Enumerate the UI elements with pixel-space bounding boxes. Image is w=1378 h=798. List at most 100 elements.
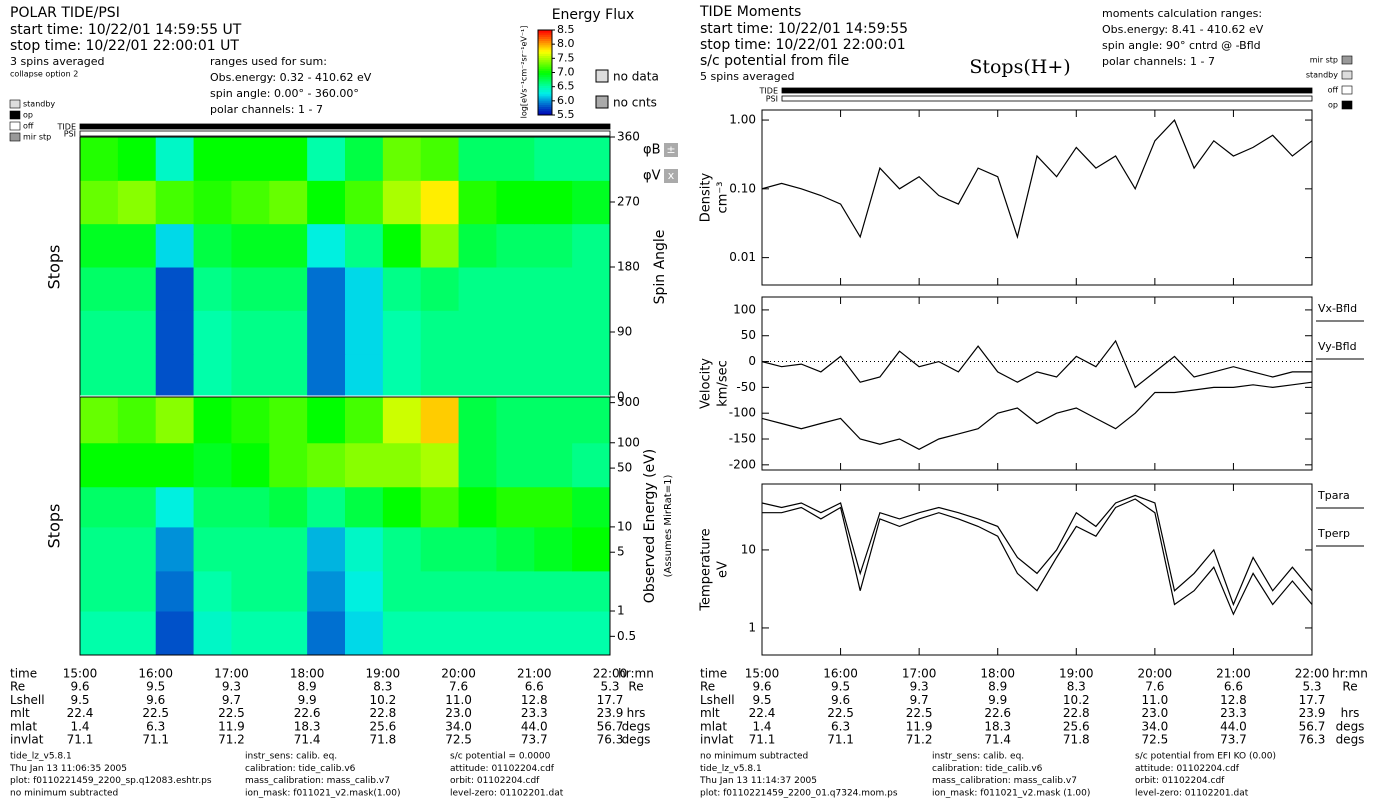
y-tick-label: 0 (748, 354, 756, 368)
x-tick-label: 16:00 (823, 667, 858, 681)
ephemeris-value: 7.6 (1145, 680, 1164, 694)
ephemeris-label: mlat (700, 719, 727, 733)
heatmap-cell (193, 137, 232, 181)
heatmap-cell (80, 570, 119, 612)
footer-line: mass_calibration: mass_calib.v7 (932, 776, 1077, 786)
ephemeris-value: 71.8 (1063, 733, 1090, 747)
colorbar-slice (538, 34, 552, 37)
heatmap-cell (534, 397, 573, 444)
y-tick-label: 360 (617, 130, 640, 144)
ephemeris-label: invlat (700, 733, 734, 747)
colorbar-slice (538, 76, 552, 80)
ephemeris-value: 23.9 (1299, 706, 1326, 720)
heatmap-cell (117, 526, 157, 572)
colorbar-slice (538, 53, 552, 56)
side-label: Stops (45, 504, 64, 549)
heatmap-cell (269, 137, 308, 181)
ephemeris-value: 6.6 (1224, 680, 1243, 694)
heatmap-cell (496, 611, 535, 656)
ephemeris-value: 25.6 (369, 719, 396, 733)
footer-line: plot: f0110221459_2200_sp.q12083.eshtr.p… (10, 776, 212, 786)
status-swatch (9, 132, 21, 142)
ephemeris-value: 9.5 (146, 680, 165, 694)
ephemeris-value: 9.6 (831, 693, 850, 707)
x-tick-label: 22:00 (1295, 667, 1330, 681)
footer-line: plot: f0110221459_2200_01.q7324.mom.ps (700, 788, 898, 798)
data-line (761, 494, 1313, 607)
heatmap-cell (193, 486, 232, 528)
ephemeris-value: 73.7 (1220, 733, 1247, 747)
y-tick-label: 10 (741, 542, 756, 556)
heatmap-cell (269, 223, 308, 268)
heatmap-cell (420, 180, 460, 225)
heatmap-cell (155, 570, 195, 612)
ephemeris-value: 9.5 (752, 693, 771, 707)
heatmap-cell (420, 397, 460, 444)
colorbar-slice (538, 102, 552, 105)
ephemeris-value: 22.6 (294, 706, 321, 720)
phi-b-symbol: ± (666, 143, 675, 156)
heatmap-cell (345, 310, 384, 355)
y-tick-label: -100 (729, 406, 756, 420)
heatmap-cell (231, 310, 270, 355)
heatmap-cell (496, 180, 535, 225)
no-cnts-box (595, 95, 609, 109)
header-line: TIDE Moments (699, 4, 801, 20)
y-axis-unit: km/sec (716, 360, 731, 407)
ephemeris-value: 1.4 (752, 719, 771, 733)
ephemeris-value: 8.3 (373, 680, 392, 694)
heatmap-cell (117, 267, 157, 311)
footer-line: orbit: 01102204.cdf (1135, 776, 1225, 786)
heatmap-cell (193, 526, 232, 572)
plot-frame (79, 396, 611, 656)
footer-line: tide_lz_v5.8.1 (10, 752, 72, 762)
range-line: moments calculation ranges: (1102, 7, 1262, 20)
ephemeris-value: 25.6 (1063, 719, 1090, 733)
y-tick-label: 50 (617, 461, 632, 475)
heatmap-cell (80, 353, 119, 398)
heatmap-cell (117, 310, 157, 355)
colorbar-slice (538, 85, 552, 88)
heatmap-cell (534, 223, 573, 268)
colorbar-tick-label: 7.0 (557, 66, 575, 79)
heatmap-cell (307, 267, 346, 311)
footer-line: Thu Jan 13 11:14:37 2005 (699, 776, 817, 786)
heatmap-cell (193, 310, 232, 355)
phi-v-box (664, 169, 678, 183)
heatmap-cell (307, 353, 346, 398)
heatmap-cell (572, 180, 611, 225)
heatmap-cell (80, 267, 119, 311)
heatmap-cell (307, 486, 346, 528)
status-label: op (23, 111, 33, 120)
ephemeris-value: 34.0 (1141, 719, 1168, 733)
heatmap-cell (307, 570, 346, 612)
ephemeris-value: 23.3 (1220, 706, 1247, 720)
y-tick-label: 1 (748, 620, 756, 634)
heatmap-cell (269, 442, 308, 488)
heatmap-cell (458, 310, 497, 355)
colorbar-slice (538, 98, 552, 101)
y-axis-note: (Assumes MirRat=1) (663, 475, 674, 578)
footer-line: calibration: tide_calib.v6 (932, 764, 1043, 774)
status-label: standby (1306, 71, 1338, 80)
heatmap-cell (382, 397, 422, 444)
heatmap-cell (458, 223, 497, 268)
y-tick-label: 90 (617, 325, 632, 339)
footer-line: no minimum subtracted (700, 752, 808, 762)
x-tick-label: 19:00 (366, 667, 401, 681)
heatmap-cell (572, 442, 611, 488)
heatmap-cell (307, 611, 346, 656)
ephemeris-label: mlt (700, 706, 720, 720)
ephemeris-value: 6.3 (146, 719, 165, 733)
footer-line: orbit: 01102204.cdf (450, 776, 540, 786)
heatmap-cell (155, 223, 195, 268)
heatmap-cell (382, 180, 422, 225)
ephemeris-value: 44.0 (1220, 719, 1247, 733)
header-line: stop time: 10/22/01 22:00:01 (700, 37, 906, 53)
heatmap-cell (496, 570, 535, 612)
heatmap-cell (269, 526, 308, 572)
heatmap-cell (420, 570, 460, 612)
y-tick-label: 0.01 (729, 250, 756, 264)
heatmap-cell (420, 486, 460, 528)
ephemeris-value: 22.6 (984, 706, 1011, 720)
